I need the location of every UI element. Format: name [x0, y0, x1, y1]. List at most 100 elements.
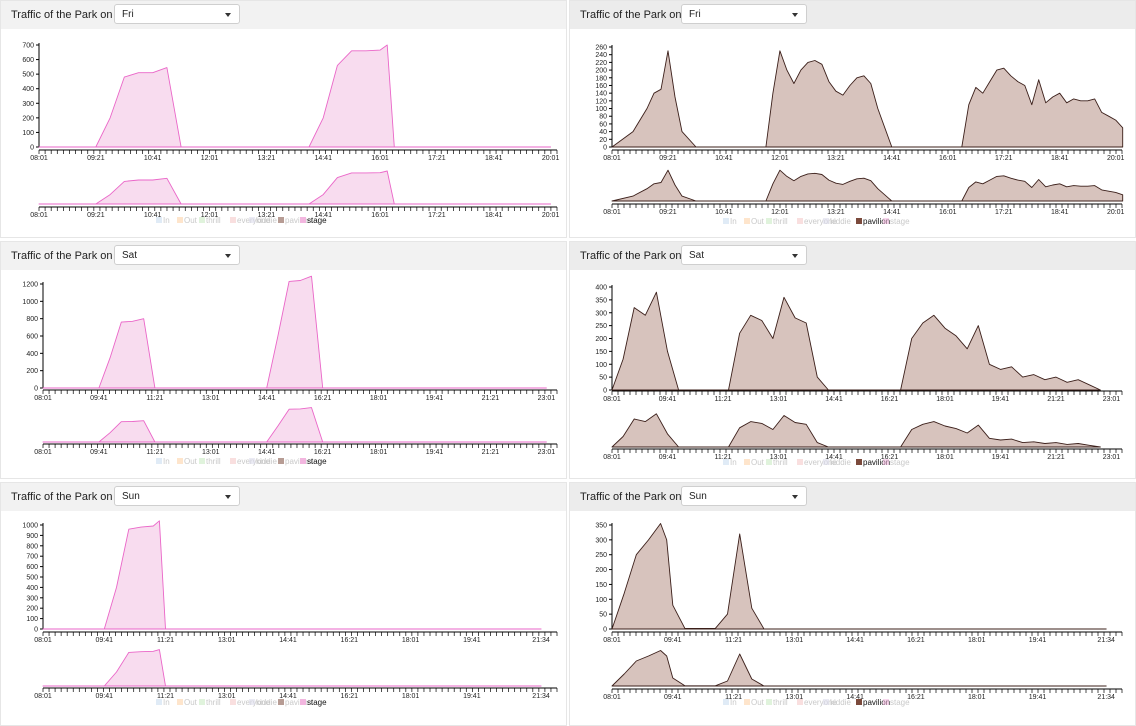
legend-swatch[interactable] [744, 699, 750, 705]
overview-x-axis[interactable]: 08:01 09:41 11:21 13:01 14:41 16:21 18:01 19:41… [34, 687, 558, 700]
legend-item-everyone[interactable]: everyone [797, 217, 837, 226]
legend-label[interactable]: pavilion [285, 216, 312, 225]
legend-item-Out[interactable]: Out [177, 216, 198, 225]
overview-x-axis[interactable]: 08:01 09:21 10:41 12:01 13:21 14:41 16:01 17:21… [603, 203, 1125, 216]
legend-item-thrill[interactable]: thrill [766, 458, 788, 467]
legend-item-Out[interactable]: Out [177, 698, 198, 707]
legend-item-Out[interactable]: Out [744, 217, 765, 226]
legend-swatch[interactable] [883, 699, 889, 705]
day-select[interactable]: Sat [681, 245, 807, 265]
legend-label[interactable]: everyone [804, 217, 837, 226]
legend-swatch[interactable] [856, 699, 862, 705]
legend-swatch[interactable] [230, 458, 236, 464]
legend-item-pavilion[interactable]: pavilion [278, 457, 312, 466]
legend-label[interactable]: stage [890, 458, 910, 467]
legend-item-kiddie[interactable]: kiddie [823, 698, 851, 707]
legend-swatch[interactable] [156, 699, 162, 705]
legend-swatch[interactable] [230, 217, 236, 223]
legend-swatch[interactable] [177, 217, 183, 223]
legend-item-Out[interactable]: Out [744, 458, 765, 467]
legend-swatch[interactable] [278, 458, 284, 464]
legend-item-kiddie[interactable]: kiddie [823, 458, 851, 467]
legend-swatch[interactable] [823, 218, 829, 224]
legend-item-In[interactable]: In [723, 217, 737, 226]
legend-item-pavilion[interactable]: pavilion [856, 217, 890, 226]
legend-label[interactable]: kiddie [256, 457, 277, 466]
legend-swatch[interactable] [883, 459, 889, 465]
day-select[interactable]: Sat [114, 245, 240, 265]
legend-swatch[interactable] [723, 218, 729, 224]
legend-item-Out[interactable]: Out [177, 457, 198, 466]
overview-x-axis[interactable]: 08:01 09:41 11:21 13:01 14:41 16:21 18:01 19:41… [34, 443, 558, 456]
legend-swatch[interactable] [177, 458, 183, 464]
legend-item-In[interactable]: In [723, 698, 737, 707]
day-select[interactable]: Fri [681, 4, 807, 24]
legend-label[interactable]: stage [890, 698, 910, 707]
legend-label[interactable]: stage [307, 698, 327, 707]
legend-label[interactable]: pavilion [285, 698, 312, 707]
legend-swatch[interactable] [723, 459, 729, 465]
legend-label[interactable]: pavilion [285, 457, 312, 466]
legend-swatch[interactable] [199, 217, 205, 223]
legend-item-In[interactable]: In [156, 216, 170, 225]
legend-item-Out[interactable]: Out [744, 698, 765, 707]
legend-label[interactable]: kiddie [830, 458, 851, 467]
legend-label[interactable]: Out [184, 216, 198, 225]
legend-swatch[interactable] [723, 699, 729, 705]
overview-x-axis[interactable]: 08:01 09:41 11:21 13:01 14:41 16:21 18:01 19:41… [603, 448, 1123, 461]
legend-item-stage[interactable]: stage [300, 457, 327, 466]
legend-item-pavilion[interactable]: pavilion [856, 458, 890, 467]
legend-item-thrill[interactable]: thrill [199, 457, 221, 466]
day-select[interactable]: Sun [681, 486, 807, 506]
legend-label[interactable]: Out [751, 217, 765, 226]
legend-swatch[interactable] [199, 699, 205, 705]
legend-label[interactable]: pavilion [863, 458, 890, 467]
legend-swatch[interactable] [300, 699, 306, 705]
legend-label[interactable]: everyone [804, 458, 837, 467]
legend-label[interactable]: thrill [773, 698, 788, 707]
legend-label[interactable]: Out [184, 457, 198, 466]
legend-item-thrill[interactable]: thrill [766, 698, 788, 707]
legend-swatch[interactable] [856, 218, 862, 224]
legend-item-In[interactable]: In [156, 457, 170, 466]
legend-swatch[interactable] [856, 459, 862, 465]
legend-item-thrill[interactable]: thrill [199, 216, 221, 225]
legend-label[interactable]: thrill [773, 217, 788, 226]
legend-item-pavilion[interactable]: pavilion [278, 216, 312, 225]
legend-swatch[interactable] [766, 459, 772, 465]
legend-swatch[interactable] [199, 458, 205, 464]
legend-label[interactable]: In [163, 216, 170, 225]
legend-swatch[interactable] [766, 699, 772, 705]
legend-swatch[interactable] [230, 699, 236, 705]
legend-label[interactable]: Out [184, 698, 198, 707]
legend-swatch[interactable] [744, 218, 750, 224]
legend-swatch[interactable] [177, 699, 183, 705]
legend-swatch[interactable] [797, 459, 803, 465]
legend-swatch[interactable] [823, 699, 829, 705]
legend-item-stage[interactable]: stage [883, 698, 910, 707]
legend-swatch[interactable] [797, 218, 803, 224]
legend-swatch[interactable] [744, 459, 750, 465]
legend-swatch[interactable] [300, 217, 306, 223]
legend-label[interactable]: In [163, 457, 170, 466]
legend-item-stage[interactable]: stage [300, 698, 327, 707]
legend-label[interactable]: kiddie [830, 217, 851, 226]
day-select[interactable]: Fri [114, 4, 240, 24]
legend-swatch[interactable] [300, 458, 306, 464]
legend-swatch[interactable] [249, 458, 255, 464]
day-select[interactable]: Sun [114, 486, 240, 506]
legend-item-thrill[interactable]: thrill [766, 217, 788, 226]
legend-item-pavilion[interactable]: pavilion [278, 698, 312, 707]
legend-swatch[interactable] [249, 699, 255, 705]
legend-label[interactable]: thrill [206, 698, 221, 707]
legend-label[interactable]: Out [751, 458, 765, 467]
overview-x-axis[interactable]: 08:01 09:21 10:41 12:01 13:21 14:41 16:01 17:21… [30, 206, 559, 219]
legend-swatch[interactable] [883, 218, 889, 224]
legend-item-kiddie[interactable]: kiddie [823, 217, 851, 226]
legend-item-stage[interactable]: stage [300, 216, 327, 225]
legend-label[interactable]: Out [751, 698, 765, 707]
legend-swatch[interactable] [156, 217, 162, 223]
legend-swatch[interactable] [797, 699, 803, 705]
legend-item-stage[interactable]: stage [883, 217, 910, 226]
legend-item-In[interactable]: In [723, 458, 737, 467]
